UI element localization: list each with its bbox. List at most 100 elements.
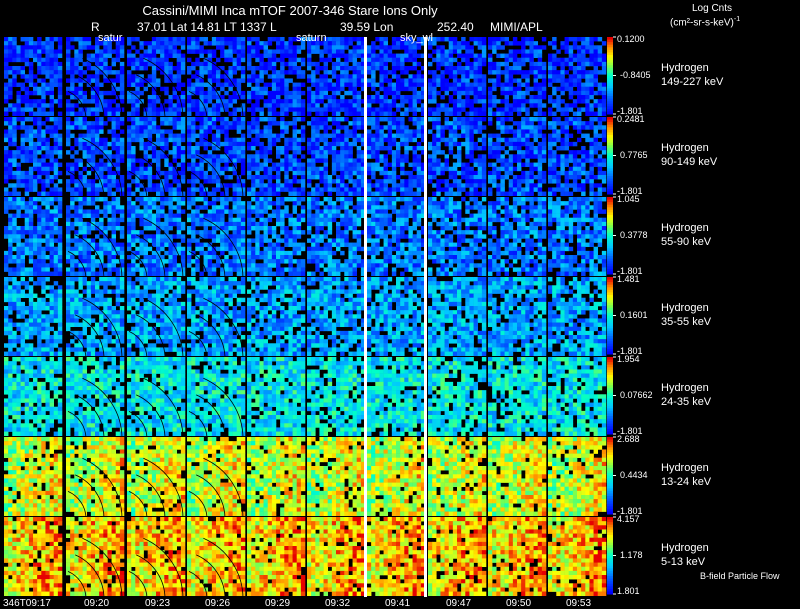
heatmap-cell	[432, 107, 437, 112]
contour-line	[82, 57, 123, 120]
heatmap-cell	[160, 205, 165, 210]
heatmap-cell	[391, 158, 397, 163]
heatmap-cell	[336, 49, 341, 54]
heatmap-cell	[371, 170, 376, 176]
heatmap-cell	[139, 221, 144, 227]
heatmap-cell	[448, 121, 454, 126]
heatmap-cell	[288, 90, 293, 96]
heatmap-cell	[33, 41, 38, 46]
heatmap-cell	[20, 179, 26, 184]
heatmap-cell	[360, 170, 366, 176]
colorbar-step	[607, 75, 613, 79]
heatmap-cell	[115, 70, 121, 75]
heatmap-cell	[541, 82, 547, 88]
heatmap-cell	[90, 242, 96, 248]
heatmap-cell	[589, 95, 594, 100]
heatmap-cell	[375, 150, 380, 155]
heatmap-cell	[127, 217, 132, 223]
heatmap-cell	[529, 70, 534, 75]
heatmap-cell	[74, 205, 79, 210]
contour-line	[630, 74, 660, 120]
heatmap-cell	[28, 246, 34, 252]
heatmap-cell	[4, 61, 9, 67]
heatmap-cell	[99, 217, 104, 223]
heatmap-cell	[512, 70, 518, 75]
heatmap-cell	[432, 133, 437, 139]
heatmap-cell	[224, 53, 229, 59]
heatmap-cell	[8, 242, 13, 248]
heatmap-cell	[168, 197, 173, 202]
heatmap-cell	[432, 86, 437, 92]
heatmap-cell	[284, 162, 289, 168]
heatmap-cell	[276, 45, 281, 50]
heatmap-cell	[111, 154, 117, 159]
heatmap-cell	[172, 103, 178, 108]
heatmap-cell	[387, 45, 393, 50]
heatmap-cell	[176, 37, 182, 42]
heatmap-cell	[57, 74, 63, 79]
heatmap-cell	[404, 179, 409, 184]
heatmap-cell	[107, 111, 112, 117]
heatmap-cell	[315, 166, 320, 172]
heatmap-cell	[119, 205, 125, 210]
heatmap-cell	[4, 259, 9, 264]
heatmap-cell	[164, 78, 169, 83]
heatmap-cell	[461, 117, 466, 122]
heatmap-cell	[465, 166, 470, 172]
heatmap-cell	[457, 170, 462, 176]
heatmap-cell	[103, 41, 108, 46]
heatmap-cell	[57, 103, 63, 108]
heatmap-cell	[191, 49, 196, 54]
heatmap-cell	[601, 99, 607, 104]
heatmap-cell	[541, 125, 547, 130]
heatmap-cell	[311, 61, 316, 67]
heatmap-cell	[211, 95, 217, 100]
heatmap-cell	[216, 187, 221, 192]
heatmap-cell	[529, 166, 534, 172]
heatmap-cell	[232, 125, 238, 130]
heatmap-cell	[284, 82, 289, 88]
heatmap-cell	[448, 57, 454, 63]
heatmap-cell	[41, 170, 46, 176]
heatmap-cell	[203, 121, 209, 126]
heatmap-cell	[323, 57, 329, 63]
heatmap-cell	[581, 61, 586, 67]
heatmap-cell	[78, 230, 83, 235]
heatmap-cell	[82, 146, 88, 151]
heatmap-cell	[504, 53, 510, 59]
heatmap-cell	[232, 205, 238, 210]
heatmap-cell	[147, 259, 153, 264]
heatmap-cell	[564, 137, 570, 143]
colorbar-step	[607, 158, 613, 162]
heatmap-cell	[367, 133, 372, 139]
heatmap-cell	[135, 129, 140, 134]
heatmap-cell	[387, 70, 393, 75]
heatmap-cell	[180, 37, 186, 42]
heatmap-cell	[8, 150, 13, 155]
heatmap-cell	[500, 70, 505, 75]
heatmap-cell	[568, 37, 574, 42]
heatmap-cell	[164, 154, 169, 159]
heatmap-cell	[95, 166, 100, 172]
heatmap-cell	[276, 74, 281, 79]
heatmap-cell	[45, 175, 50, 180]
heatmap-cell	[276, 78, 281, 83]
heatmap-cell	[340, 146, 345, 151]
heatmap-cell	[461, 187, 466, 192]
heatmap-cell	[504, 90, 510, 96]
heatmap-cell	[127, 158, 132, 163]
heatmap-cell	[232, 187, 238, 192]
heatmap-cell	[24, 213, 30, 219]
heatmap-cell	[28, 259, 34, 264]
heatmap-cell	[37, 158, 42, 163]
heatmap-cell	[66, 125, 71, 130]
heatmap-cell	[492, 133, 497, 139]
heatmap-cell	[564, 57, 570, 63]
heatmap-cell	[20, 137, 26, 143]
heatmap-cell	[560, 166, 565, 172]
heatmap-cell	[568, 107, 574, 112]
heatmap-cell	[240, 137, 246, 143]
heatmap-cell	[33, 263, 38, 268]
heatmap-cell	[247, 133, 252, 139]
heatmap-cell	[103, 90, 108, 96]
